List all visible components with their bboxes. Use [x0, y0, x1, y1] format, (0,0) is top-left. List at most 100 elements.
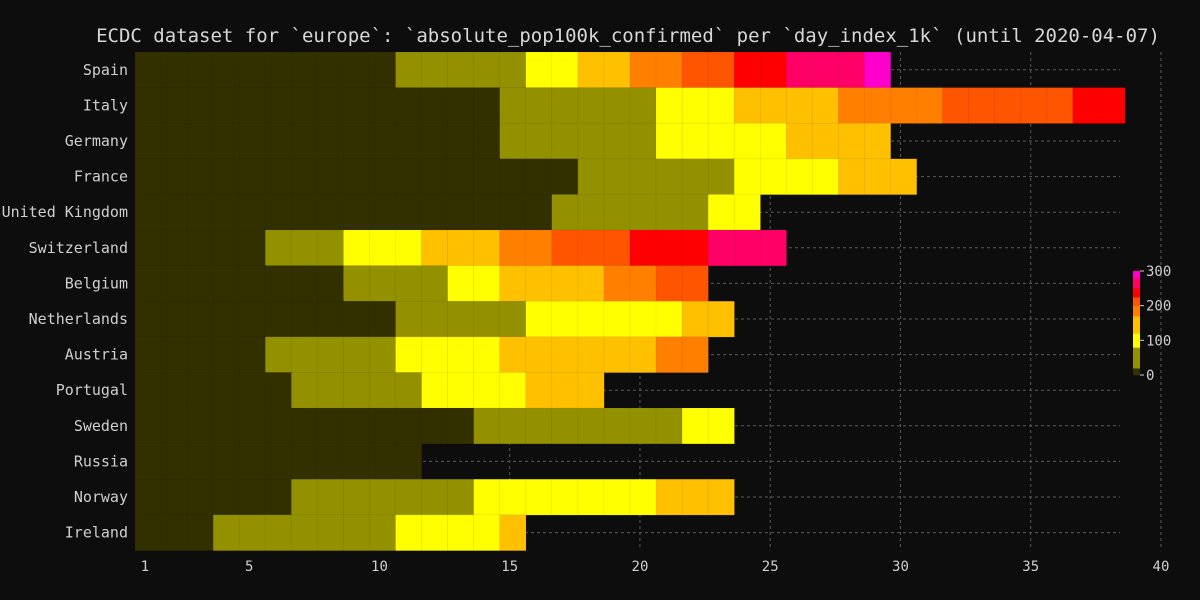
heatmap-cell [473, 87, 501, 124]
heatmap-cell [369, 407, 397, 445]
heatmap-cell [733, 51, 761, 89]
heatmap-cell [421, 336, 449, 373]
colorbar-swatch [1133, 347, 1140, 369]
heatmap-cell [525, 407, 553, 445]
heatmap-cell [134, 122, 162, 160]
heatmap-cell [1046, 87, 1074, 124]
x-tick-label: 40 [1153, 559, 1170, 575]
heatmap-cell [369, 122, 397, 160]
heatmap-cell [577, 51, 605, 89]
heatmap-cell [186, 336, 214, 373]
heatmap-cell [290, 51, 318, 89]
heatmap-cell [551, 158, 579, 196]
colorbar: 0 100 200 300 [1133, 264, 1171, 384]
heatmap-cell [864, 122, 892, 160]
heatmap-cell [603, 51, 631, 89]
colorbar-swatch [1133, 305, 1140, 317]
heatmap-cell [160, 158, 188, 196]
heatmap-cell [811, 51, 839, 89]
row-label: Switzerland [29, 239, 128, 257]
heatmap-cell [343, 194, 371, 231]
heatmap-cell [134, 514, 162, 551]
heatmap-cell [369, 478, 397, 516]
heatmap-cell [186, 372, 214, 409]
heatmap-cell [473, 158, 501, 196]
heatmap-cell [238, 336, 266, 373]
heatmap-cell [551, 51, 579, 89]
heatmap-cell [447, 514, 475, 551]
row-label: Russia [74, 452, 128, 470]
heatmap-cell [160, 336, 188, 373]
heatmap-cell [447, 372, 475, 409]
heatmap-cell [186, 300, 214, 338]
colorbar-tick-label: 300 [1146, 264, 1171, 280]
heatmap-cell [499, 87, 527, 124]
heatmap-cell [317, 478, 345, 516]
heatmap-cell [707, 478, 735, 516]
heatmap-cell [264, 229, 292, 267]
heatmap-cell [499, 478, 527, 516]
heatmap-cell [577, 229, 605, 267]
heatmap-cell [369, 372, 397, 409]
heatmap-cell [264, 87, 292, 124]
heatmap-cell [655, 265, 683, 302]
colorbar-swatch [1133, 316, 1140, 334]
heatmap-cell [264, 372, 292, 409]
heatmap-cell [447, 87, 475, 124]
heatmap-cell [681, 122, 709, 160]
heatmap-cell [525, 51, 553, 89]
heatmap-cell [681, 87, 709, 124]
heatmap-cell [655, 300, 683, 338]
heatmap-cell [864, 87, 892, 124]
heatmap-cell [264, 336, 292, 373]
x-tick-label: 30 [892, 559, 909, 575]
heatmap-cell [160, 443, 188, 480]
heatmap-cell [369, 229, 397, 267]
heatmap-cell [707, 87, 735, 124]
heatmap-cell [603, 229, 631, 267]
x-tick-label: 20 [632, 559, 649, 575]
heatmap-cell [317, 87, 345, 124]
heatmap-cell [186, 407, 214, 445]
heatmap-cell [212, 122, 240, 160]
colorbar-swatch [1133, 368, 1140, 376]
heatmap-cell [238, 265, 266, 302]
heatmap-cell [577, 336, 605, 373]
heatmap-cell [238, 478, 266, 516]
heatmap-cell [395, 87, 423, 124]
heatmap-cell [290, 336, 318, 373]
heatmap-cell [994, 87, 1022, 124]
heatmap-cell [525, 372, 553, 409]
heatmap-cell [447, 122, 475, 160]
heatmap-cell [525, 194, 553, 231]
heatmap-cell [343, 51, 371, 89]
heatmap-cell [369, 443, 397, 480]
heatmap-cell [212, 372, 240, 409]
heatmap-cell [317, 122, 345, 160]
heatmap-cell [395, 229, 423, 267]
heatmap-cell [395, 51, 423, 89]
heatmap-cell [838, 87, 865, 124]
heatmap-cell [186, 265, 214, 302]
heatmap-cell [317, 194, 345, 231]
heatmap-cell [603, 87, 631, 124]
heatmap-cell [655, 229, 683, 267]
heatmap-cell [890, 87, 918, 124]
row-label: Netherlands [29, 310, 128, 328]
heatmap-cell [603, 194, 631, 231]
heatmap-cell [369, 514, 397, 551]
heatmap-cell [499, 229, 527, 267]
row-label: Norway [74, 488, 128, 506]
heatmap-cell [473, 407, 501, 445]
heatmap-cell [447, 158, 475, 196]
heatmap-cell [603, 158, 631, 196]
heatmap-cell [681, 265, 709, 302]
heatmap-cell [238, 51, 266, 89]
heatmap-cell [421, 300, 449, 338]
heatmap-cell [551, 336, 579, 373]
heatmap-cell [134, 407, 162, 445]
heatmap-cell [134, 300, 162, 338]
heatmap-cell [525, 336, 553, 373]
heatmap-cell [421, 265, 449, 302]
